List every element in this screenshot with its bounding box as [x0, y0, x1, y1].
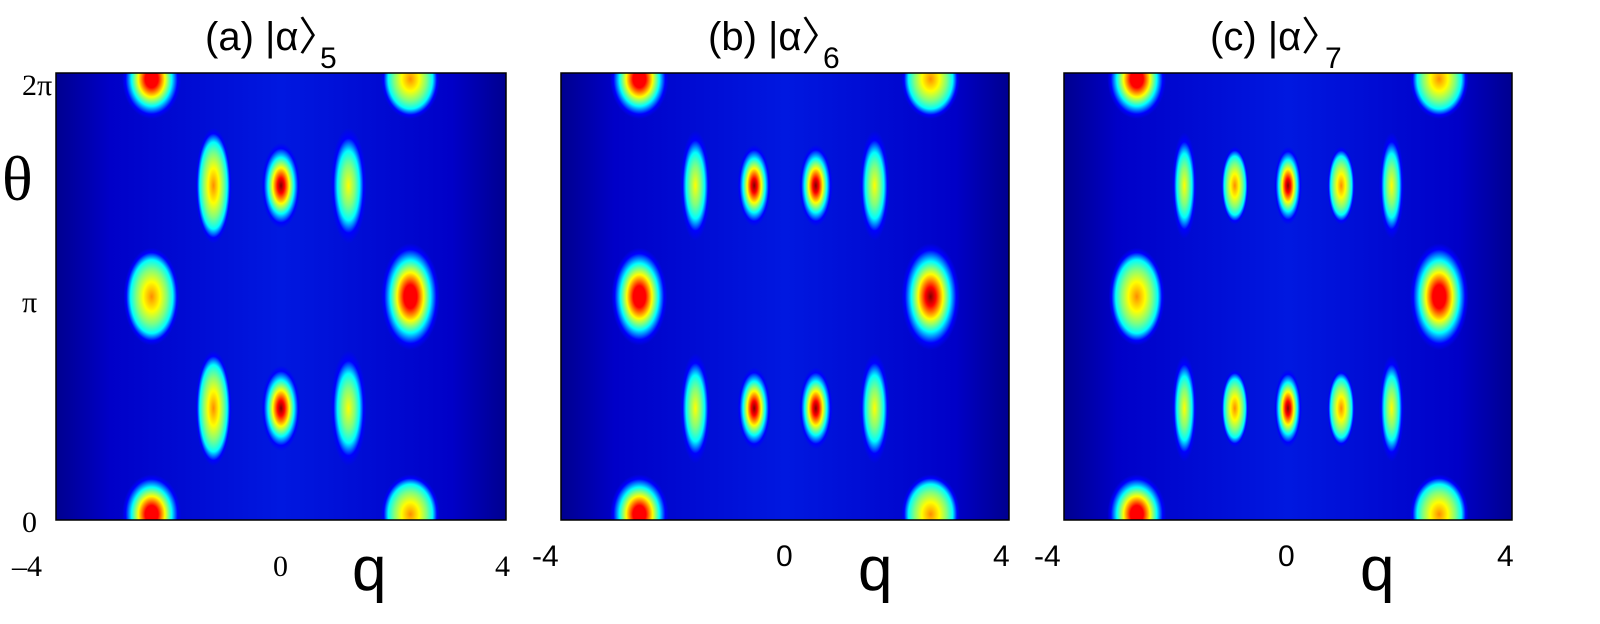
panel-c-peak [1409, 73, 1469, 119]
panel-a-peak [380, 73, 440, 119]
panel-c-xtick-0: 0 [1278, 540, 1295, 573]
panel-b-title-subscript: 6 [823, 42, 840, 75]
panel-a-xtick-0: 0 [273, 550, 288, 583]
panel-b-title: (b) |α〉 [708, 15, 842, 59]
panel-c-peak [1220, 369, 1249, 448]
panel-c-peak [1379, 354, 1405, 462]
panel-c-peak [1274, 369, 1302, 448]
panel-a-peak [122, 73, 182, 119]
panel-a-xtick-neg4: –4 [11, 550, 42, 583]
panel-a-peak [195, 127, 232, 244]
panel-c-peak [1327, 369, 1356, 448]
panel-b-peak [611, 247, 668, 346]
panel-b-peak [799, 367, 833, 450]
panel-c-peak [1107, 474, 1167, 520]
panel-a-ytick-0: 0 [22, 506, 37, 539]
panel-a-peak [330, 127, 367, 244]
panel-c-peak [1274, 146, 1302, 225]
panel-a-peak [380, 474, 440, 520]
panel-a-title-subscript: 5 [320, 42, 337, 75]
panel-a-ytick-2pi: 2π [22, 69, 52, 102]
panel-c-peak [1171, 354, 1197, 462]
panel-c-peak [1108, 247, 1165, 346]
panel-a-peak [122, 474, 182, 520]
panel-c-peak [1327, 146, 1356, 225]
panel-b-xtick-neg4: -4 [532, 540, 559, 573]
panel-b-peak [859, 130, 890, 241]
panel-b-peak [610, 474, 669, 520]
panel-a-peak [330, 350, 367, 467]
panel-a-peak [261, 365, 301, 451]
panel-b-peak [610, 73, 669, 119]
panel-b-peak [737, 144, 771, 227]
panel-b-xtick-0: 0 [776, 540, 793, 573]
panel-a: (a) |α〉 5 2π π 0 θ –4 0 4 q [2, 15, 510, 604]
panel-b-peak [799, 144, 833, 227]
panel-b-peak [901, 474, 960, 520]
panel-b-frame [560, 72, 1010, 521]
panel-a-peak [123, 247, 180, 346]
panel-c-xlabel: q [1360, 535, 1394, 604]
panel-c-frame [1063, 72, 1513, 521]
panel-b-peak [859, 353, 890, 464]
panel-a-heatmap [56, 73, 506, 520]
panel-c-heatmap [1064, 73, 1512, 520]
panel-a-ytick-pi: π [22, 286, 37, 319]
panel-a-frame [55, 72, 507, 521]
panel-a-peak [380, 243, 440, 350]
panel-c-xtick-neg4: -4 [1034, 540, 1061, 573]
panel-a-xtick-4: 4 [495, 550, 510, 583]
panel-b-xlabel: q [858, 535, 892, 604]
panel-b-peak [680, 353, 711, 464]
panel-c-peak [1379, 132, 1405, 239]
panel-b-heatmap [561, 73, 1009, 520]
panel-c-peak [1107, 73, 1167, 119]
panel-c-title: (c) |α〉 [1210, 15, 1341, 59]
panel-a-peak [261, 142, 301, 229]
panel-b-peak [680, 130, 711, 241]
panel-c-peak [1409, 474, 1469, 520]
panel-b: (b) |α〉 6 -4 0 4 q [532, 15, 1010, 604]
panel-a-title: (a) |α〉 [205, 15, 339, 59]
panel-c: (c) |α〉 7 -4 0 4 q [1034, 15, 1514, 604]
panel-b-xtick-4: 4 [993, 540, 1010, 573]
panel-a-peak [195, 350, 232, 467]
panel-c-xtick-4: 4 [1497, 540, 1514, 573]
panel-b-peak [901, 243, 960, 350]
panel-b-peak [901, 73, 960, 119]
panel-c-peak [1409, 243, 1469, 350]
panel-c-title-subscript: 7 [1325, 42, 1342, 75]
panel-a-ylabel: θ [2, 143, 33, 214]
panel-c-peak [1220, 146, 1249, 225]
panel-b-peak [737, 367, 771, 450]
panel-c-peak [1171, 132, 1197, 239]
panel-a-xlabel: q [352, 535, 386, 604]
